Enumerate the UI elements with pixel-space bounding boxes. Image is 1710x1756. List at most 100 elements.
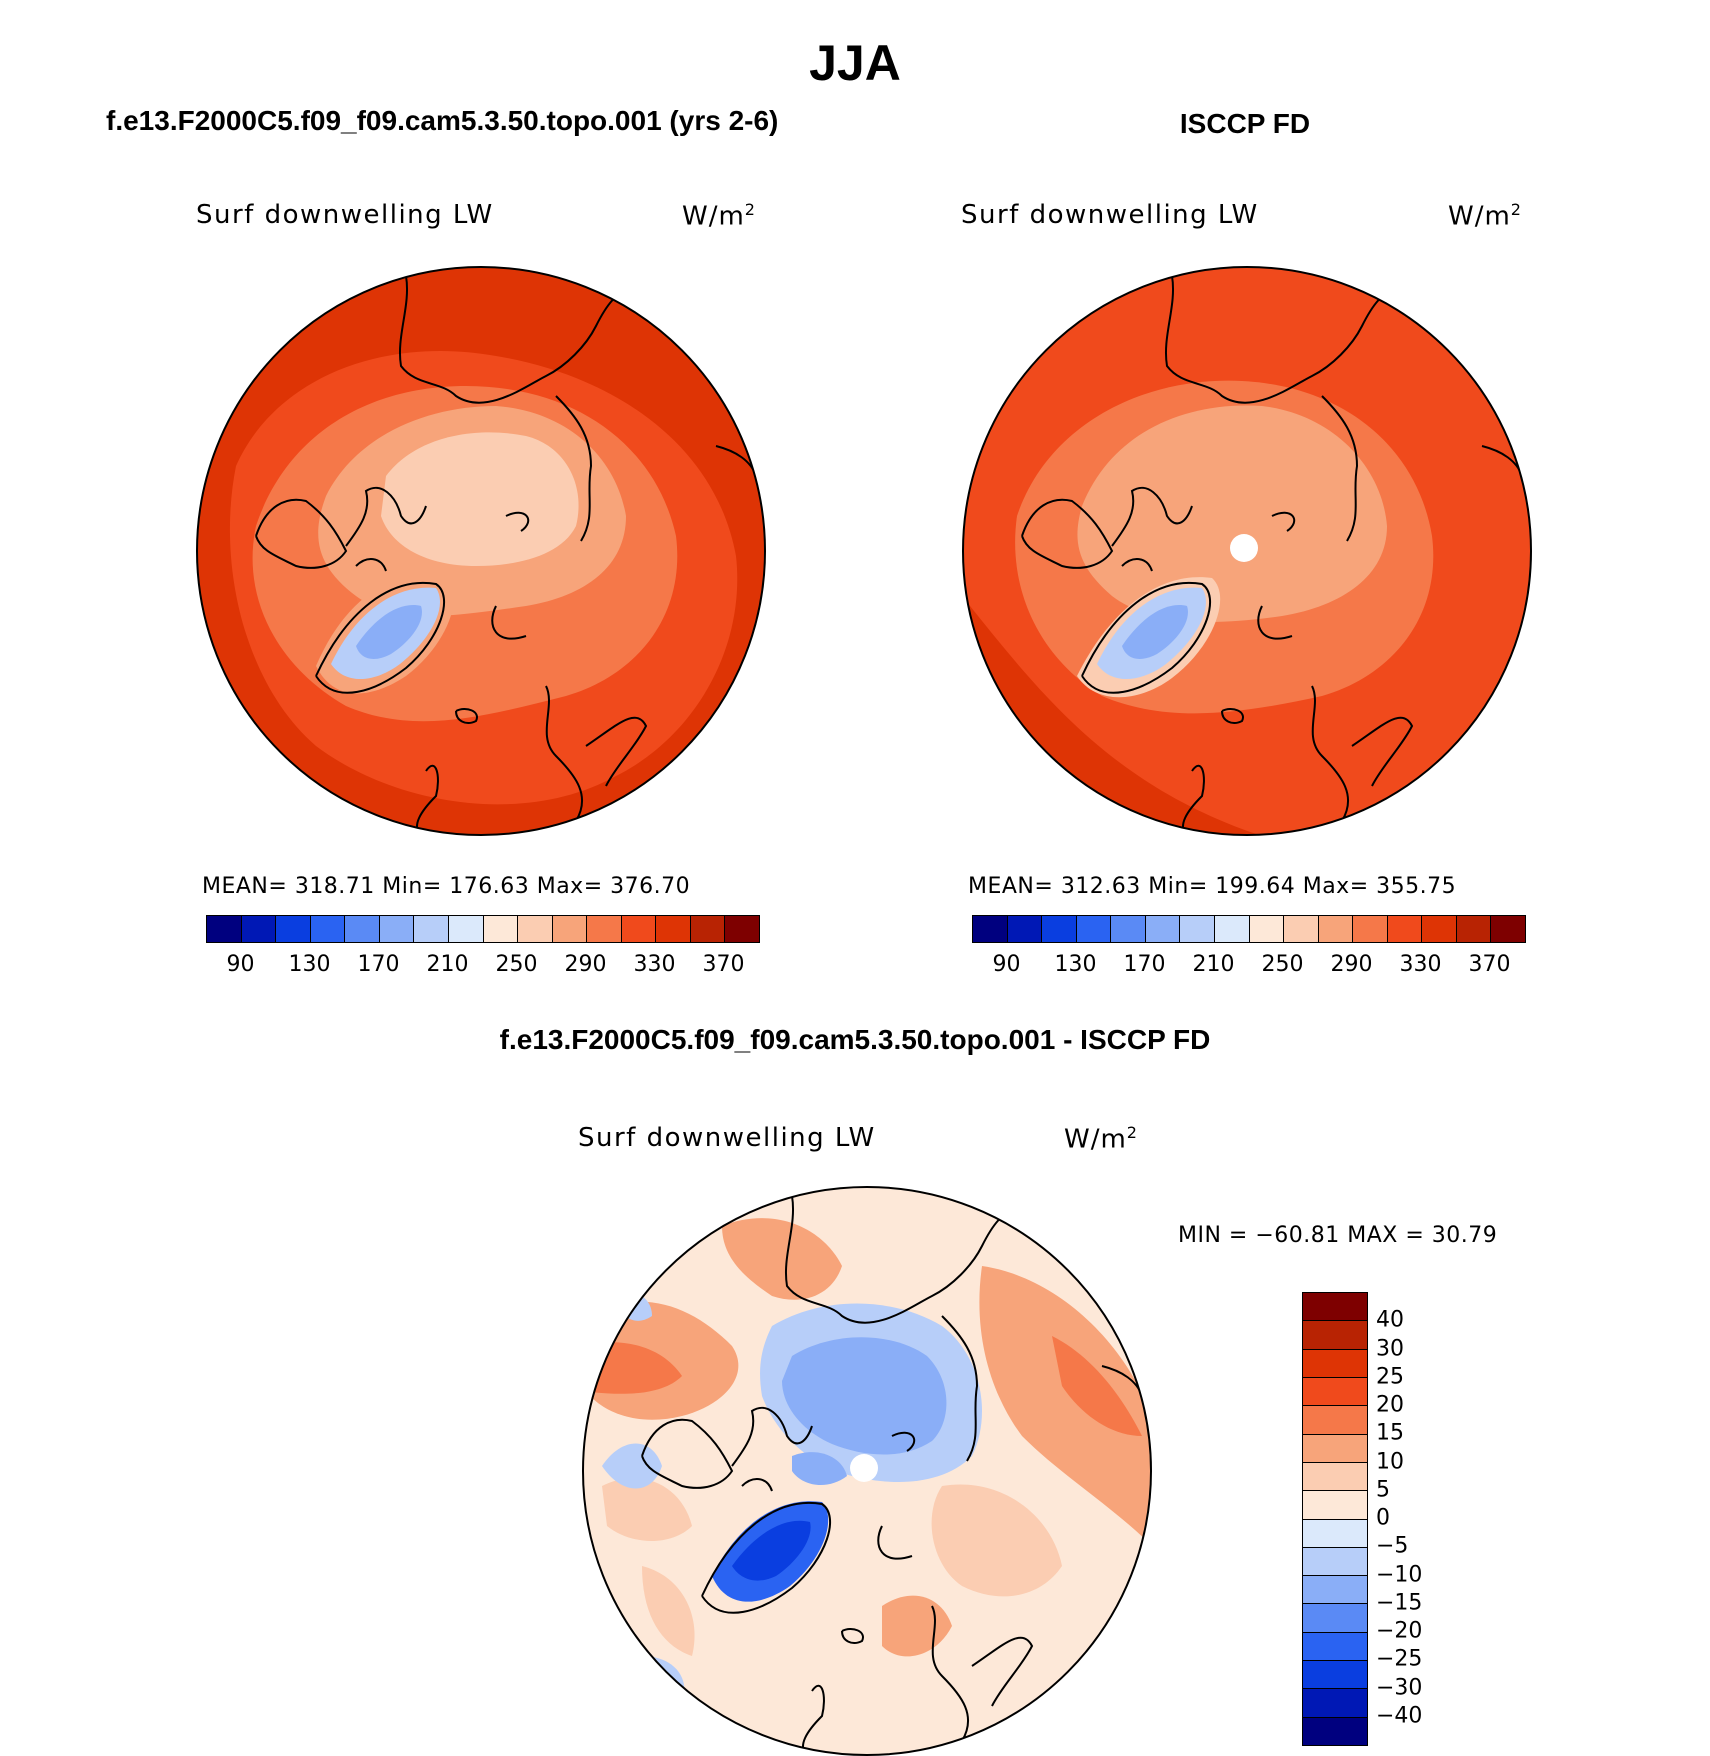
colorbar-swatch [414, 916, 449, 942]
colorbar-swatch [1422, 916, 1457, 942]
colorbar-tick-label: 250 [1261, 952, 1304, 977]
colorbar-tick-label: 170 [357, 952, 400, 977]
colorbar-tick-label: −15 [1376, 1590, 1423, 1616]
colorbar-swatch [1111, 916, 1146, 942]
colorbar-swatch [1007, 916, 1043, 942]
colorbar-tick-label: 330 [633, 952, 676, 977]
colorbar-tick-label: −25 [1376, 1646, 1423, 1672]
colorbar-swatch [1303, 1661, 1367, 1690]
colorbar-tick-label: 130 [1054, 952, 1097, 977]
colorbar-swatch [1303, 1377, 1367, 1407]
colorbar-swatch [345, 916, 380, 942]
obs-polar-map [962, 266, 1532, 836]
colorbar-tick-label: 20 [1376, 1392, 1404, 1418]
colorbar-tick-label: 370 [1468, 952, 1511, 977]
colorbar-swatch [1491, 916, 1525, 942]
diff-pole-hole [850, 1454, 878, 1482]
colorbar-tick-label: 370 [702, 952, 745, 977]
colorbar-tick-label: 90 [226, 952, 255, 977]
obs-variable-label: Surf downwelling LW [961, 200, 1259, 230]
model-units-base: W/m [682, 201, 745, 232]
colorbar-swatch [656, 916, 691, 942]
colorbar-swatch [379, 916, 415, 942]
colorbar-swatch [483, 916, 519, 942]
colorbar-swatch [1180, 916, 1215, 942]
obs-units-sup: 2 [1510, 200, 1522, 219]
colorbar-swatch [1303, 1491, 1367, 1520]
colorbar-tick-label: 330 [1399, 952, 1442, 977]
model-coastlines [255, 275, 757, 835]
obs-panel-title: ISCCP FD [1179, 108, 1311, 139]
obs-units-base: W/m [1448, 201, 1511, 232]
colorbar-tick-label: 130 [288, 952, 331, 977]
colorbar-swatch [1303, 1293, 1367, 1322]
diff-colorbar [1302, 1292, 1368, 1746]
colorbar-swatch [1387, 916, 1423, 942]
model-polar-map [196, 266, 766, 836]
colorbar-swatch [1303, 1689, 1367, 1718]
colorbar-swatch [1303, 1406, 1367, 1435]
colorbar-swatch [587, 916, 622, 942]
colorbar-swatch [207, 916, 242, 942]
colorbar-swatch [1042, 916, 1077, 942]
colorbar-tick-label: 290 [564, 952, 607, 977]
colorbar-swatch [1456, 916, 1492, 942]
colorbar-tick-label: 5 [1376, 1477, 1390, 1503]
colorbar-tick-label: 0 [1376, 1505, 1390, 1531]
colorbar-swatch [1214, 916, 1250, 942]
colorbar-tick-label: −30 [1376, 1675, 1423, 1700]
colorbar-swatch [448, 916, 484, 942]
colorbar-swatch [1303, 1632, 1367, 1662]
colorbar-tick-label: 40 [1376, 1307, 1404, 1333]
colorbar-tick-label: 25 [1376, 1364, 1404, 1390]
model-colorbar [206, 915, 760, 943]
colorbar-swatch [621, 916, 657, 942]
model-units-label: W/m2 [682, 200, 756, 232]
model-units-sup: 2 [744, 200, 756, 219]
obs-coastlines [1021, 275, 1523, 835]
colorbar-swatch [973, 916, 1008, 942]
colorbar-swatch [310, 916, 346, 942]
colorbar-swatch [1076, 916, 1112, 942]
colorbar-swatch [552, 916, 588, 942]
colorbar-swatch [1303, 1434, 1367, 1463]
obs-pole-hole [1230, 534, 1258, 562]
colorbar-tick-label: 210 [426, 952, 469, 977]
colorbar-tick-label: 30 [1376, 1336, 1404, 1361]
main-title: JJA [809, 35, 901, 91]
obs-colorbar [972, 915, 1526, 943]
diff-coastlines [641, 1195, 1143, 1755]
colorbar-tick-label: 290 [1330, 952, 1373, 977]
colorbar-swatch [1303, 1321, 1367, 1350]
colorbar-tick-label: 15 [1376, 1420, 1404, 1446]
colorbar-swatch [1303, 1519, 1367, 1548]
colorbar-tick-label: 10 [1376, 1449, 1404, 1474]
diff-variable-label: Surf downwelling LW [578, 1123, 876, 1153]
colorbar-swatch [1303, 1604, 1367, 1633]
colorbar-swatch [1303, 1547, 1367, 1577]
colorbar-swatch [241, 916, 277, 942]
colorbar-tick-label: −40 [1376, 1703, 1423, 1729]
obs-stats: MEAN= 312.63 Min= 199.64 Max= 355.75 [968, 874, 1457, 899]
colorbar-swatch [1353, 916, 1388, 942]
colorbar-swatch [1249, 916, 1285, 942]
diff-minmax: MIN = −60.81 MAX = 30.79 [1178, 1223, 1498, 1248]
colorbar-swatch [518, 916, 553, 942]
diff-units-label: W/m2 [1064, 1123, 1138, 1155]
model-stats: MEAN= 318.71 Min= 176.63 Max= 376.70 [202, 874, 691, 899]
diff-panel-title: f.e13.F2000C5.f09_f09.cam5.3.50.topo.001… [499, 1024, 1211, 1055]
colorbar-swatch [1303, 1717, 1367, 1745]
colorbar-tick-label: 210 [1192, 952, 1235, 977]
colorbar-tick-label: −5 [1376, 1533, 1409, 1559]
colorbar-tick-label: −10 [1376, 1562, 1423, 1587]
colorbar-tick-label: −20 [1376, 1618, 1423, 1644]
colorbar-swatch [1284, 916, 1319, 942]
colorbar-swatch [1303, 1462, 1367, 1492]
colorbar-swatch [725, 916, 759, 942]
colorbar-swatch [276, 916, 311, 942]
diff-polar-map [582, 1186, 1152, 1756]
obs-units-label: W/m2 [1448, 200, 1522, 232]
colorbar-tick-label: 250 [495, 952, 538, 977]
colorbar-tick-label: 90 [992, 952, 1021, 977]
colorbar-swatch [1303, 1349, 1367, 1378]
